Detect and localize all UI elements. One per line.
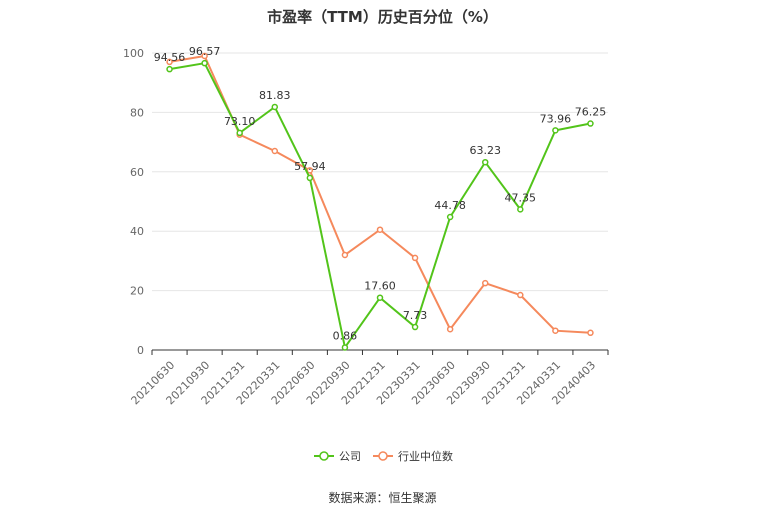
legend-item-company: 公司 [314,450,361,463]
y-tick-label: 100 [123,47,144,60]
data-source-note: 数据来源：恒生聚源 [328,491,437,505]
data-label: 73.96 [540,112,572,125]
data-point [481,279,489,287]
y-tick-label: 40 [130,225,144,238]
y-tick-label: 20 [130,285,144,298]
data-label: 44.78 [434,199,466,212]
data-point [166,58,173,66]
data-point [411,323,419,331]
data-point [446,213,454,221]
data-label: 73.10 [224,115,256,128]
legend-item-industry-median: 行业中位数 [373,449,453,463]
data-label: 81.83 [259,89,291,102]
data-point [517,206,524,213]
chart-title: 市盈率（TTM）历史百分位（%） [267,8,498,26]
legend-label: 行业中位数 [398,449,453,463]
data-point [411,254,419,262]
data-point [201,52,208,60]
data-point [481,158,489,166]
data-label: 0.86 [333,329,358,342]
data-point [271,147,279,155]
legend-marker [378,451,388,461]
data-label: 96.57 [189,45,221,58]
data-point [517,291,524,299]
legend-marker [319,451,329,461]
data-point [587,120,594,127]
series-line-company [169,62,591,350]
data-point [166,65,173,73]
data-label: 94.56 [154,51,186,64]
data-label: 76.25 [575,106,607,119]
data-point [236,129,243,137]
data-point [587,329,594,337]
data-label: 63.23 [469,144,501,157]
data-point [376,226,384,233]
data-point [341,251,349,259]
data-label: 47.35 [505,191,537,204]
data-label: 57.94 [294,160,326,173]
y-tick-label: 0 [137,344,144,357]
data-point [552,327,559,334]
data-label: 7.73 [403,309,428,322]
data-point [446,325,454,333]
y-tick-label: 60 [130,166,144,179]
data-point [271,103,279,111]
data-point [552,127,559,134]
data-point [201,59,208,67]
data-point [306,174,314,182]
data-point [376,294,384,301]
y-tick-label: 80 [130,106,144,119]
data-point [341,344,349,351]
data-point [306,167,314,174]
data-label: 17.60 [364,280,396,293]
legend-label: 公司 [339,450,361,463]
